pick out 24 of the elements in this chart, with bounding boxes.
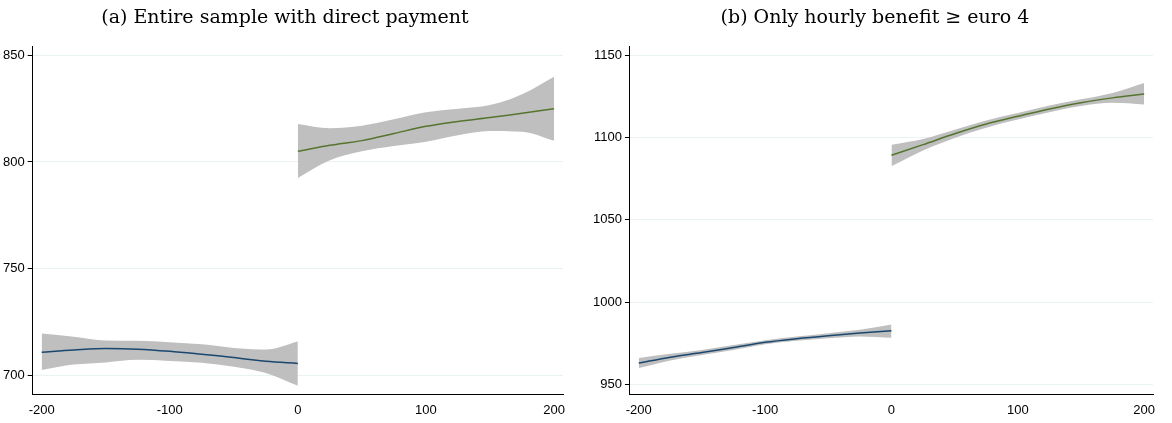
chart-title: (a) Entire sample with direct payment	[100, 4, 470, 29]
x-tick-label: 100	[415, 401, 437, 417]
x-tick-label: 0	[294, 401, 302, 417]
line-series	[297, 107, 555, 153]
y-tick-label: 1150	[593, 46, 622, 62]
x-tick-label: -200	[625, 401, 652, 417]
y-tick-label: 1000	[593, 293, 622, 309]
y-tick-label: 1050	[593, 211, 622, 227]
x-tick-label: -200	[28, 401, 55, 417]
chart-title: (b) Only hourly benefit ≥ euro 4	[719, 4, 1031, 29]
y-tick-label: 700	[2, 366, 25, 382]
line-series	[890, 93, 1145, 156]
y-tick-label: 1100	[593, 128, 622, 144]
x-tick-label: 0	[887, 401, 896, 417]
x-tick-label: -100	[752, 401, 779, 417]
y-tick-label: 850	[2, 46, 25, 62]
line-series	[40, 347, 299, 365]
y-tick-label: 950	[600, 376, 622, 392]
x-tick-label: 200	[1133, 401, 1156, 417]
y-tick-label: 800	[2, 153, 25, 169]
x-tick-label: 200	[543, 401, 565, 417]
y-tick-label: 750	[2, 260, 25, 276]
x-tick-label: -100	[156, 401, 183, 417]
x-tick-label: 100	[1006, 401, 1029, 417]
